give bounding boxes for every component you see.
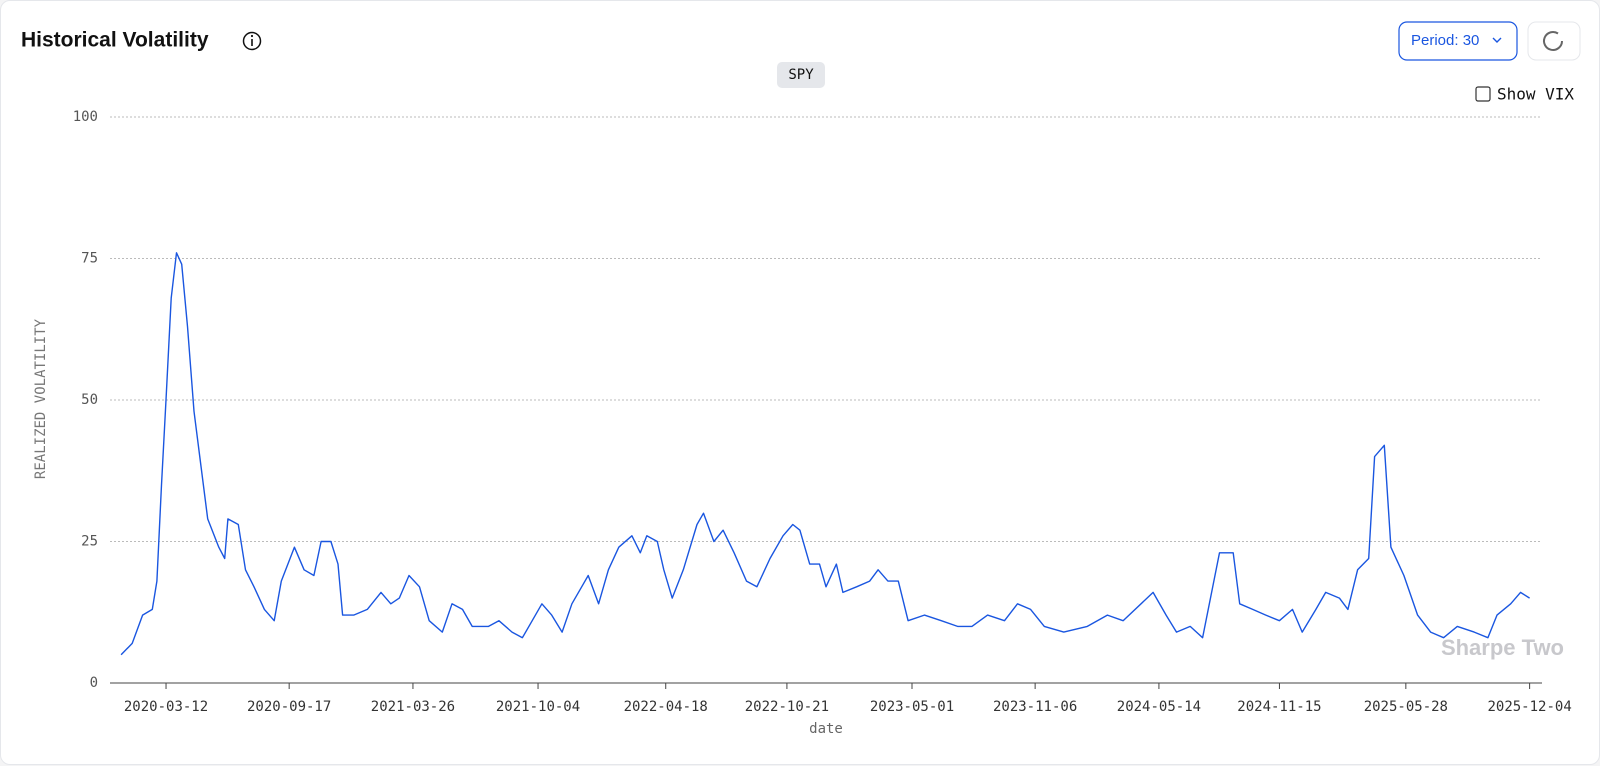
info-dot [250,34,254,38]
vix-checkbox[interactable] [1475,86,1491,102]
x-tick-label: 2022-04-18 [624,699,708,715]
period-label[interactable]: Period: 30 [1411,32,1479,49]
spinner [1543,31,1563,51]
x-tick-label: 2022-10-21 [745,699,829,715]
chart-title: Historical Volatility [21,29,209,52]
y-axis-label: REALIZED VOLATILITY [33,318,49,479]
x-tick-label: 2025-12-04 [1487,699,1571,715]
x-tick-label: 2020-09-17 [247,699,331,715]
period-select[interactable] [1398,21,1518,61]
x-tick-label: 2024-11-15 [1237,699,1321,715]
legend-label: SPY [788,67,814,83]
y-tick-label: 100 [73,109,98,125]
x-tick-label: 2020-03-12 [124,699,208,715]
y-tick-label: 75 [81,251,98,267]
x-tick-label: 2023-05-01 [870,699,954,715]
y-tick-label: 25 [81,534,98,550]
x-tick-label: 2021-03-26 [371,699,455,715]
watermark: Sharpe Two [1441,635,1564,660]
volatility-line [120,252,1530,656]
vix-label[interactable]: Show VIX [1497,85,1574,104]
x-tick-label: 2023-11-06 [993,699,1077,715]
x-axis-label: date [809,721,843,737]
y-tick-label: 0 [90,675,98,691]
refresh-button[interactable] [1527,21,1581,61]
series-badge[interactable] [777,62,825,88]
x-tick-label: 2024-05-14 [1117,699,1201,715]
info-icon[interactable] [242,31,262,51]
chevron [1492,37,1502,43]
info-circle[interactable] [242,31,262,51]
x-tick-label: 2025-05-28 [1364,699,1448,715]
x-tick-label: 2021-10-04 [496,699,580,715]
y-tick-label: 50 [81,392,98,408]
